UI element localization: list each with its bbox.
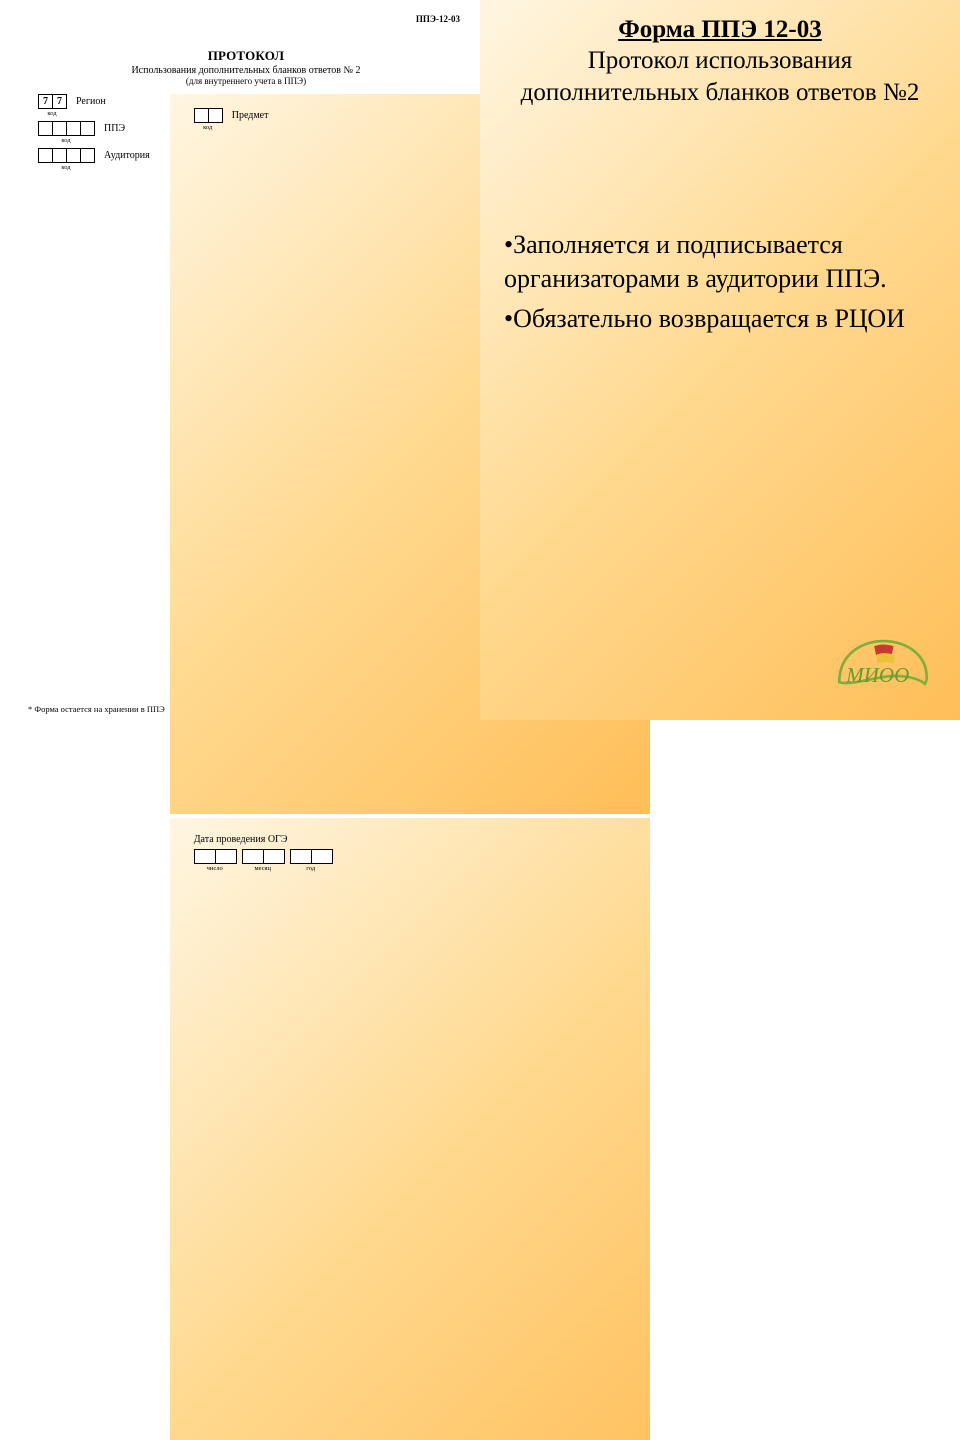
input-box [311, 849, 333, 864]
form-document: ППЭ-12-03 ПРОТОКОЛ Использования дополни… [0, 0, 480, 720]
input-box [38, 148, 53, 163]
input-box [290, 849, 312, 864]
form-header-fields: 77 код Регион код ППЭ код Аудитория [38, 94, 454, 1440]
input-box [194, 849, 216, 864]
input-box [215, 849, 237, 864]
field-region: 77 код Регион [38, 94, 150, 117]
slide-heading-text: Протокол использования дополнительных бл… [521, 47, 920, 105]
doc-note: (для внутреннего учета в ППЭ) [28, 76, 464, 86]
input-box [263, 849, 285, 864]
input-box [52, 121, 67, 136]
input-box [194, 108, 209, 123]
field-date: Дата проведения ОГЭ числомесяцгод [170, 818, 650, 1440]
input-box [208, 108, 223, 123]
label-ppe: ППЭ [104, 121, 125, 136]
input-box [66, 121, 81, 136]
slide-heading: Форма ППЭ 12-03 Протокол использования д… [504, 14, 936, 108]
slide-heading-form: Форма ППЭ 12-03 [618, 16, 822, 43]
doc-title: ПРОТОКОЛ [28, 48, 464, 64]
label-region: Регион [76, 94, 106, 109]
bullet-2: •Обязательно возвращается в РЦОИ [504, 302, 936, 336]
bullet-1: •Заполняется и подписывается организатор… [504, 228, 936, 297]
input-box [80, 148, 95, 163]
label-aud: Аудитория [104, 148, 150, 163]
input-box [52, 148, 67, 163]
slide-panel: Форма ППЭ 12-03 Протокол использования д… [480, 0, 960, 720]
input-box [66, 148, 81, 163]
input-box [80, 121, 95, 136]
doc-subtitle: Использования дополнительных бланков отв… [28, 65, 464, 76]
logo-text: МИОО [845, 663, 909, 687]
input-box [242, 849, 264, 864]
footnote: * Форма остается на хранении в ППЭ [28, 704, 165, 714]
label-subject: Предмет [232, 108, 269, 123]
logo-mioo: МИОО [828, 634, 938, 704]
slide-bullets: •Заполняется и подписывается организатор… [504, 228, 936, 337]
label-date: Дата проведения ОГЭ [194, 832, 288, 847]
input-box: 7 [52, 94, 67, 109]
input-box [38, 121, 53, 136]
form-code: ППЭ-12-03 [416, 14, 460, 24]
field-ppe: код ППЭ [38, 121, 150, 144]
input-box: 7 [38, 94, 53, 109]
field-aud: код Аудитория [38, 148, 150, 171]
